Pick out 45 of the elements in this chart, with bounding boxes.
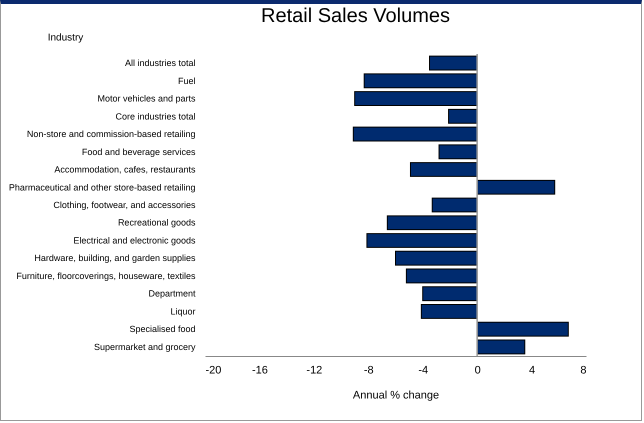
y-tick-label: Liquor bbox=[170, 306, 196, 316]
x-tick-label: -4 bbox=[418, 364, 428, 376]
y-axis-title: Industry bbox=[48, 32, 84, 44]
y-tick-label: Recreational goods bbox=[118, 218, 196, 228]
x-tick-label: -16 bbox=[252, 364, 268, 376]
y-tick-label: Furniture, floorcoverings, houseware, textiles bbox=[16, 270, 196, 281]
y-tick-label: Food and beverage services bbox=[82, 146, 196, 157]
x-tick-label: -20 bbox=[206, 364, 222, 376]
bar bbox=[395, 250, 478, 266]
y-tick-label: Motor vehicles and parts bbox=[97, 94, 196, 104]
y-tick-label: Non-store and commission-based retailing bbox=[26, 129, 196, 140]
x-tick-label: -12 bbox=[306, 364, 322, 376]
bar bbox=[438, 144, 478, 160]
y-tick-label: Core industries total bbox=[115, 111, 196, 122]
y-tick-label: Clothing, footwear, and accessories bbox=[53, 200, 196, 210]
y-tick-label: Pharmaceutical and other store-based retailing bbox=[8, 182, 196, 192]
y-tick-label: Specialised food bbox=[129, 324, 196, 334]
y-tick-label: Fuel bbox=[178, 76, 196, 86]
bar bbox=[476, 180, 556, 195]
x-tick-label: 4 bbox=[529, 364, 536, 376]
bar bbox=[364, 73, 478, 88]
x-axis-title: Annual % change bbox=[352, 390, 440, 402]
y-tick-label: Accommodation, cafes, restaurants bbox=[54, 164, 196, 175]
bar bbox=[386, 215, 478, 230]
bar bbox=[448, 108, 478, 124]
bar bbox=[410, 162, 478, 177]
bar bbox=[366, 233, 478, 248]
y-tick-label: All industries total bbox=[124, 58, 196, 68]
bar bbox=[422, 286, 478, 302]
x-tick-label: 0 bbox=[474, 364, 481, 376]
bar bbox=[429, 56, 478, 70]
bar bbox=[476, 322, 569, 337]
bar bbox=[352, 126, 478, 142]
bar bbox=[354, 91, 478, 106]
chart-title: Retail Sales Volumes bbox=[261, 5, 450, 27]
y-tick-label: Hardware, building, and garden supplies bbox=[34, 253, 196, 264]
x-tick-label: 8 bbox=[580, 364, 586, 376]
y-tick-label: Electrical and electronic goods bbox=[73, 235, 196, 246]
y-tick-label: Department bbox=[148, 288, 196, 299]
x-tick-label: -8 bbox=[364, 364, 374, 376]
bar bbox=[420, 304, 478, 319]
bar bbox=[406, 268, 478, 284]
y-tick-label: Supermarket and grocery bbox=[94, 342, 196, 352]
bar bbox=[476, 340, 526, 354]
bar bbox=[432, 198, 478, 212]
